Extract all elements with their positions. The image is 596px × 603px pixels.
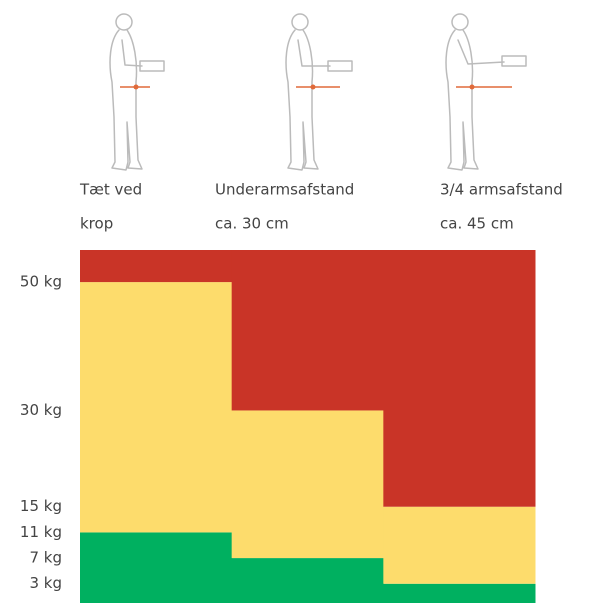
y-tick-label: 11 kg (20, 523, 62, 541)
category-label: ca. 30 cm (215, 215, 289, 233)
bar-segment (231, 410, 384, 559)
y-tick-label: 3 kg (29, 574, 62, 592)
y-tick-label: 15 kg (20, 497, 62, 515)
category-label: 3/4 armsafstand (440, 181, 563, 199)
figure-close (109, 13, 165, 171)
category-label: krop (80, 215, 113, 233)
bar-segment (383, 506, 536, 584)
bar-segment (383, 583, 536, 603)
bar-segment (80, 532, 233, 603)
bar-segment (231, 558, 384, 603)
category-label: Tæt ved (79, 181, 142, 199)
category-label: Underarmsafstand (215, 181, 354, 199)
figure-three-quarter-arm (445, 13, 527, 171)
bar-segment (383, 250, 536, 507)
y-tick-label: 50 kg (20, 273, 62, 291)
bar-segment (231, 250, 384, 411)
bar-segment (80, 250, 233, 283)
category-label: ca. 45 cm (440, 215, 514, 233)
figure-forearm (285, 13, 353, 171)
y-tick-label: 30 kg (20, 401, 62, 419)
y-tick-label: 7 kg (29, 549, 62, 567)
bar-segment (80, 282, 233, 533)
